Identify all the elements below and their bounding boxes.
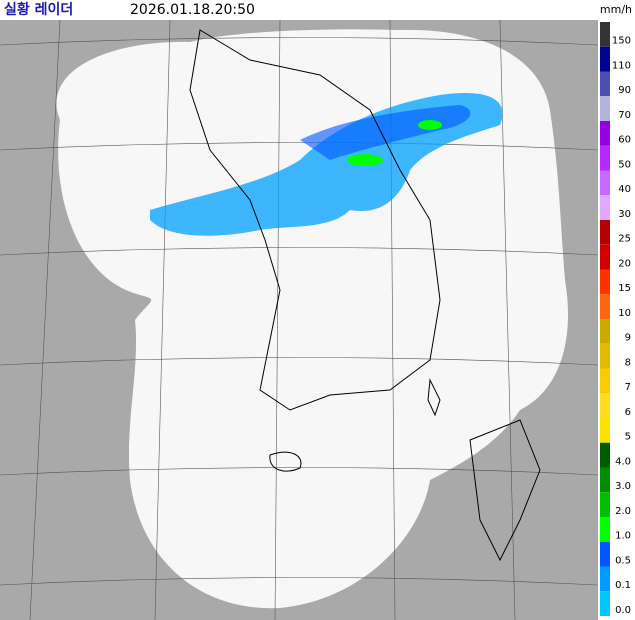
legend-swatch	[600, 269, 610, 295]
legend-label: 0.5	[615, 555, 631, 566]
legend-label: 3.0	[615, 481, 631, 492]
legend-label: 0.1	[615, 580, 631, 591]
legend-label: 1.0	[615, 531, 631, 542]
legend-label: 150	[612, 36, 631, 47]
map	[0, 19, 599, 620]
legend-swatch	[600, 294, 610, 319]
legend-label: 110	[612, 60, 631, 71]
legend-swatch	[600, 195, 610, 220]
legend-swatch	[600, 319, 610, 344]
coastline	[189, 29, 541, 562]
legend-swatch	[600, 368, 610, 394]
legend-swatch	[600, 393, 610, 418]
rain-echo	[150, 93, 503, 236]
title: 실황 레이더	[4, 1, 73, 18]
legend-swatch	[600, 591, 610, 616]
legend-label: 20	[618, 258, 631, 269]
legend-label: 7	[625, 382, 631, 393]
legend-label: 70	[618, 110, 631, 121]
legend-swatch	[600, 517, 610, 542]
legend-swatch	[600, 71, 610, 97]
legend-swatch	[600, 541, 610, 567]
legend-label: 9	[625, 333, 631, 344]
legend-label: 2.0	[615, 506, 631, 517]
legend-swatch	[600, 566, 610, 592]
legend-swatch	[600, 170, 610, 196]
legend-label: 6	[625, 407, 631, 418]
legend-swatch	[600, 244, 610, 270]
legend-swatch	[600, 145, 610, 171]
legend-swatch	[600, 442, 610, 468]
legend-label: 50	[618, 159, 631, 170]
legend-swatch	[600, 46, 610, 72]
legend-swatch	[600, 418, 610, 443]
legend-label: 30	[618, 209, 631, 220]
legend-swatch	[600, 22, 610, 47]
legend-swatch	[600, 121, 610, 146]
legend-label: 15	[618, 283, 631, 294]
legend-label: 10	[618, 308, 631, 319]
radar-coverage	[56, 29, 569, 609]
legend-label: 5	[625, 432, 631, 443]
header-bar	[0, 0, 635, 20]
legend-label: 25	[618, 234, 631, 245]
legend-label: 90	[618, 85, 631, 96]
timestamp: 2026.01.18.20:50	[130, 2, 255, 18]
legend-swatch	[600, 220, 610, 245]
legend-label: 60	[618, 135, 631, 146]
legend-label: 40	[618, 184, 631, 195]
legend-swatch	[600, 467, 610, 493]
legend-label: 8	[625, 357, 631, 368]
legend-swatch	[600, 343, 610, 369]
legend-swatch	[600, 492, 610, 517]
unit: mm/h	[600, 3, 632, 16]
legend-label: 0.0	[615, 605, 631, 616]
legend-label: 4.0	[615, 456, 631, 467]
legend-swatch	[600, 96, 610, 121]
